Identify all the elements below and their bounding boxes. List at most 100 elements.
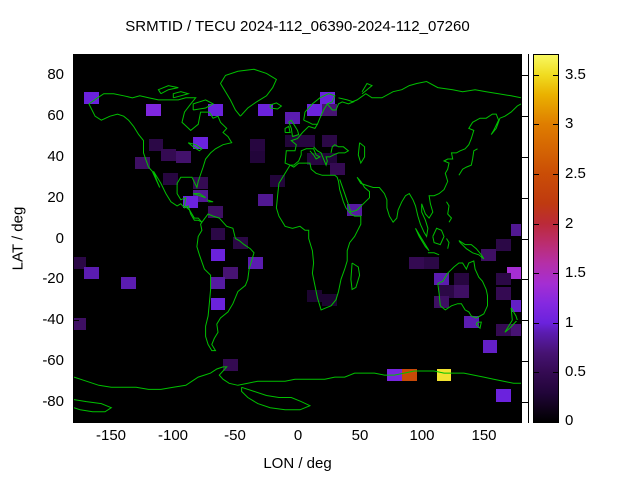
axis-tick — [422, 55, 423, 60]
heat-cell — [210, 297, 226, 310]
coastline — [446, 238, 450, 249]
x-tick-label: -50 — [224, 427, 246, 444]
heat-cell — [83, 267, 99, 280]
heat-cell — [250, 150, 266, 163]
y-tick-label: -80 — [42, 393, 64, 410]
heat-cell — [270, 175, 286, 188]
coastline — [206, 199, 214, 203]
coastline — [219, 68, 278, 117]
axis-tick — [516, 157, 521, 158]
heat-cell — [163, 173, 179, 186]
heat-cell — [121, 277, 137, 290]
axis-tick — [484, 417, 485, 422]
colorbar-tick-label: 0 — [565, 412, 574, 429]
coastline — [351, 80, 521, 103]
heat-cell — [481, 248, 497, 261]
axis-tick — [235, 417, 236, 422]
heat-cell — [285, 112, 300, 125]
axis-tick — [111, 55, 112, 60]
heat-cell — [223, 358, 238, 371]
heat-cell — [175, 150, 191, 163]
coastline — [74, 366, 521, 390]
heat-cell — [401, 369, 417, 382]
coastline — [475, 321, 482, 330]
chart-title: SRMTID / TECU 2024-112_06390-2024-112_07… — [125, 18, 470, 35]
axis-tick — [74, 320, 79, 321]
colorbar-tick-label: 0.5 — [565, 363, 586, 380]
right-axis-line — [528, 54, 529, 423]
colorbar-tick — [553, 75, 558, 76]
colorbar-tick — [534, 421, 539, 422]
coastline — [458, 240, 485, 260]
coastline — [432, 227, 445, 246]
coastline — [427, 252, 440, 256]
colorbar-tick — [553, 273, 558, 274]
right-axis-tick — [522, 402, 528, 403]
y-tick-label: 60 — [47, 107, 64, 124]
right-axis-tick — [522, 157, 528, 158]
heat-cell — [496, 287, 512, 300]
heat-cell — [454, 285, 469, 298]
heat-cell — [307, 289, 323, 302]
coastline — [88, 103, 203, 223]
y-tick-label: -20 — [42, 270, 64, 287]
coastline — [275, 162, 362, 311]
heat-cell — [210, 228, 226, 241]
colorbar-tick — [553, 323, 558, 324]
heat-cell — [496, 324, 512, 337]
y-tick-label: 80 — [47, 66, 64, 83]
y-tick-label: -60 — [42, 352, 64, 369]
colorbar-tick — [534, 224, 539, 225]
coastline — [437, 260, 488, 319]
heat-cell — [210, 277, 226, 290]
right-axis-tick — [522, 320, 528, 321]
heat-cell — [511, 324, 521, 337]
heat-cell — [496, 238, 512, 251]
axis-tick — [74, 361, 79, 362]
coastline — [361, 82, 373, 95]
heat-cell — [496, 389, 512, 402]
axis-tick — [74, 157, 79, 158]
heat-cell — [511, 224, 521, 237]
colorbar-tick — [534, 273, 539, 274]
coastline — [193, 193, 206, 199]
heat-cell — [208, 103, 223, 117]
colorbar-tick — [534, 372, 539, 373]
axis-tick — [516, 116, 521, 117]
coastline-layer — [74, 68, 521, 413]
axis-tick — [111, 417, 112, 422]
y-tick-label: -40 — [42, 311, 64, 328]
x-tick-label: 50 — [351, 427, 369, 444]
colorbar-tick-label: 2 — [565, 215, 574, 232]
right-axis-tick — [522, 198, 528, 199]
coastline — [269, 102, 283, 110]
heat-cell — [439, 285, 454, 298]
heat-cell — [454, 273, 469, 286]
colorbar-tick — [534, 124, 539, 125]
coastline — [284, 124, 318, 166]
coastline — [74, 399, 113, 413]
heat-cell — [83, 91, 99, 104]
coastline — [88, 93, 233, 223]
coastline — [157, 85, 179, 95]
coastline — [196, 213, 255, 352]
heat-cell — [463, 316, 479, 329]
colorbar-tick — [534, 174, 539, 175]
heat-cell — [257, 193, 273, 206]
heat-cell — [146, 103, 161, 117]
axis-tick — [516, 320, 521, 321]
heat-cell — [409, 256, 425, 269]
axis-tick — [422, 417, 423, 422]
axis-tick — [173, 55, 174, 60]
axis-tick — [516, 402, 521, 403]
colorbar-tick — [534, 323, 539, 324]
coastline — [284, 125, 291, 133]
heat-cell — [210, 248, 226, 261]
colorbar-tick-label: 1.5 — [565, 264, 586, 281]
right-axis-tick — [522, 239, 528, 240]
colorbar-tick — [553, 124, 558, 125]
axis-tick — [360, 417, 361, 422]
heat-cell — [434, 273, 449, 286]
x-axis-label: LON / deg — [263, 455, 332, 472]
